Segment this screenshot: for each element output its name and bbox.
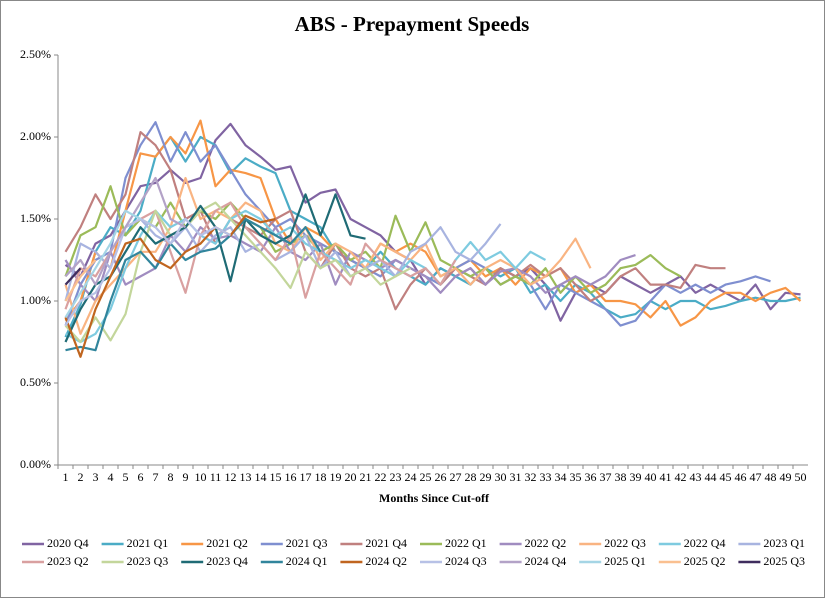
x-tick-label: 9 [183,470,189,484]
legend-label: 2021 Q3 [286,536,328,550]
x-tick-label: 41 [660,470,672,484]
x-tick-label: 33 [540,470,552,484]
x-tick-label: 35 [570,470,582,484]
x-tick-label: 29 [480,470,492,484]
legend-label: 2022 Q3 [604,536,646,550]
x-tick-label: 23 [390,470,402,484]
x-tick-label: 26 [435,470,447,484]
legend-label: 2024 Q2 [365,554,407,568]
x-tick-label: 1 [63,470,69,484]
x-tick-label: 16 [285,470,297,484]
x-tick-label: 20 [345,470,357,484]
x-tick-label: 24 [405,470,417,484]
series-line [64,176,187,286]
series-line [64,131,726,311]
x-tick-label: 30 [495,470,507,484]
x-tick-label: 49 [780,470,792,484]
legend-label: 2024 Q1 [286,554,328,568]
legend-label: 2023 Q3 [127,554,169,568]
series-line [64,209,142,318]
y-tick-label: 0.50% [20,375,51,389]
legend-label: 2021 Q1 [127,536,169,550]
x-tick-label: 21 [360,470,372,484]
x-tick-label: 36 [585,470,597,484]
y-tick-label: 0.00% [20,457,51,471]
series-line [64,259,97,302]
legend-label: 2025 Q1 [604,554,646,568]
x-tick-label: 11 [210,470,222,484]
x-tick-label: 34 [555,470,567,484]
x-tick-label: 50 [795,470,807,484]
legend-label: 2020 Q4 [47,536,89,550]
legend-label: 2023 Q1 [763,536,805,550]
legend-label: 2021 Q2 [206,536,248,550]
x-tick-label: 5 [123,470,129,484]
x-tick-label: 4 [108,470,114,484]
series-line [64,214,276,358]
series-line [64,209,547,344]
y-tick-label: 1.50% [20,211,51,225]
legend-label: 2024 Q4 [525,554,567,568]
x-tick-label: 45 [720,470,732,484]
x-tick-label: 40 [645,470,657,484]
legend-label: 2021 Q4 [365,536,407,550]
x-tick-label: 8 [168,470,174,484]
x-tick-label: 43 [690,470,702,484]
series-line [64,185,682,294]
x-tick-label: 18 [315,470,327,484]
legend-label: 2022 Q2 [525,536,567,550]
series-line [64,267,82,286]
x-tick-label: 44 [705,470,717,484]
x-tick-label: 22 [375,470,387,484]
y-tick-label: 1.00% [20,293,51,307]
legend-label: 2022 Q1 [445,536,487,550]
series-line [64,176,592,335]
x-tick-label: 37 [600,470,612,484]
x-tick-label: 3 [93,470,99,484]
x-tick-label: 15 [270,470,282,484]
legend-label: 2023 Q4 [206,554,248,568]
x-tick-label: 48 [765,470,777,484]
x-tick-label: 27 [450,470,462,484]
legend-label: 2025 Q3 [763,554,805,568]
x-tick-label: 47 [750,470,762,484]
series-line [64,217,232,327]
x-tick-label: 17 [300,470,312,484]
x-tick-label: 28 [465,470,477,484]
x-tick-label: 6 [138,470,144,484]
legend-label: 2025 Q2 [684,554,726,568]
x-tick-label: 10 [195,470,207,484]
y-tick-label: 2.50% [20,47,51,61]
x-tick-label: 14 [255,470,267,484]
x-tick-label: 46 [735,470,747,484]
chart-title: ABS - Prepayment Speeds [295,12,530,36]
x-tick-label: 31 [510,470,522,484]
x-tick-label: 42 [675,470,687,484]
legend-label: 2023 Q2 [47,554,89,568]
x-tick-label: 13 [240,470,252,484]
y-tick-label: 2.00% [20,129,51,143]
x-tick-label: 38 [615,470,627,484]
x-tick-label: 32 [525,470,537,484]
series-line [65,217,322,352]
x-tick-label: 19 [330,470,342,484]
x-tick-label: 39 [630,470,642,484]
legend-label: 2022 Q4 [684,536,726,550]
x-tick-label: 25 [420,470,432,484]
x-axis-title: Months Since Cut-off [379,491,490,505]
x-tick-label: 2 [78,470,84,484]
x-tick-label: 7 [153,470,159,484]
x-tick-label: 12 [225,470,237,484]
series-line [64,119,802,327]
legend-label: 2024 Q3 [445,554,487,568]
